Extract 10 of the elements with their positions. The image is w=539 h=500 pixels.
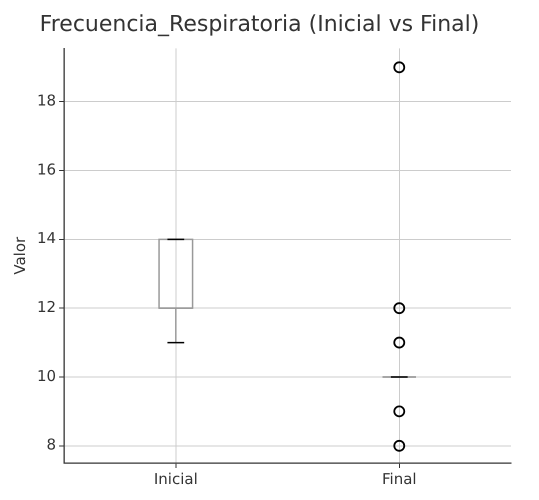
x-tick-label: Final [382, 470, 417, 488]
y-tick-label: 12 [36, 298, 56, 316]
y-axis-title: Valor [10, 236, 29, 275]
y-tick-label: 16 [36, 160, 56, 178]
y-tick-label: 14 [36, 229, 56, 248]
x-tick-label: Inicial [154, 470, 198, 488]
y-tick-label: 18 [36, 92, 56, 110]
y-tick-label: 8 [46, 436, 56, 454]
chart-title: Frecuencia_Respiratoria (Inicial vs Final) [40, 12, 480, 37]
y-tick-label: 10 [36, 366, 56, 385]
